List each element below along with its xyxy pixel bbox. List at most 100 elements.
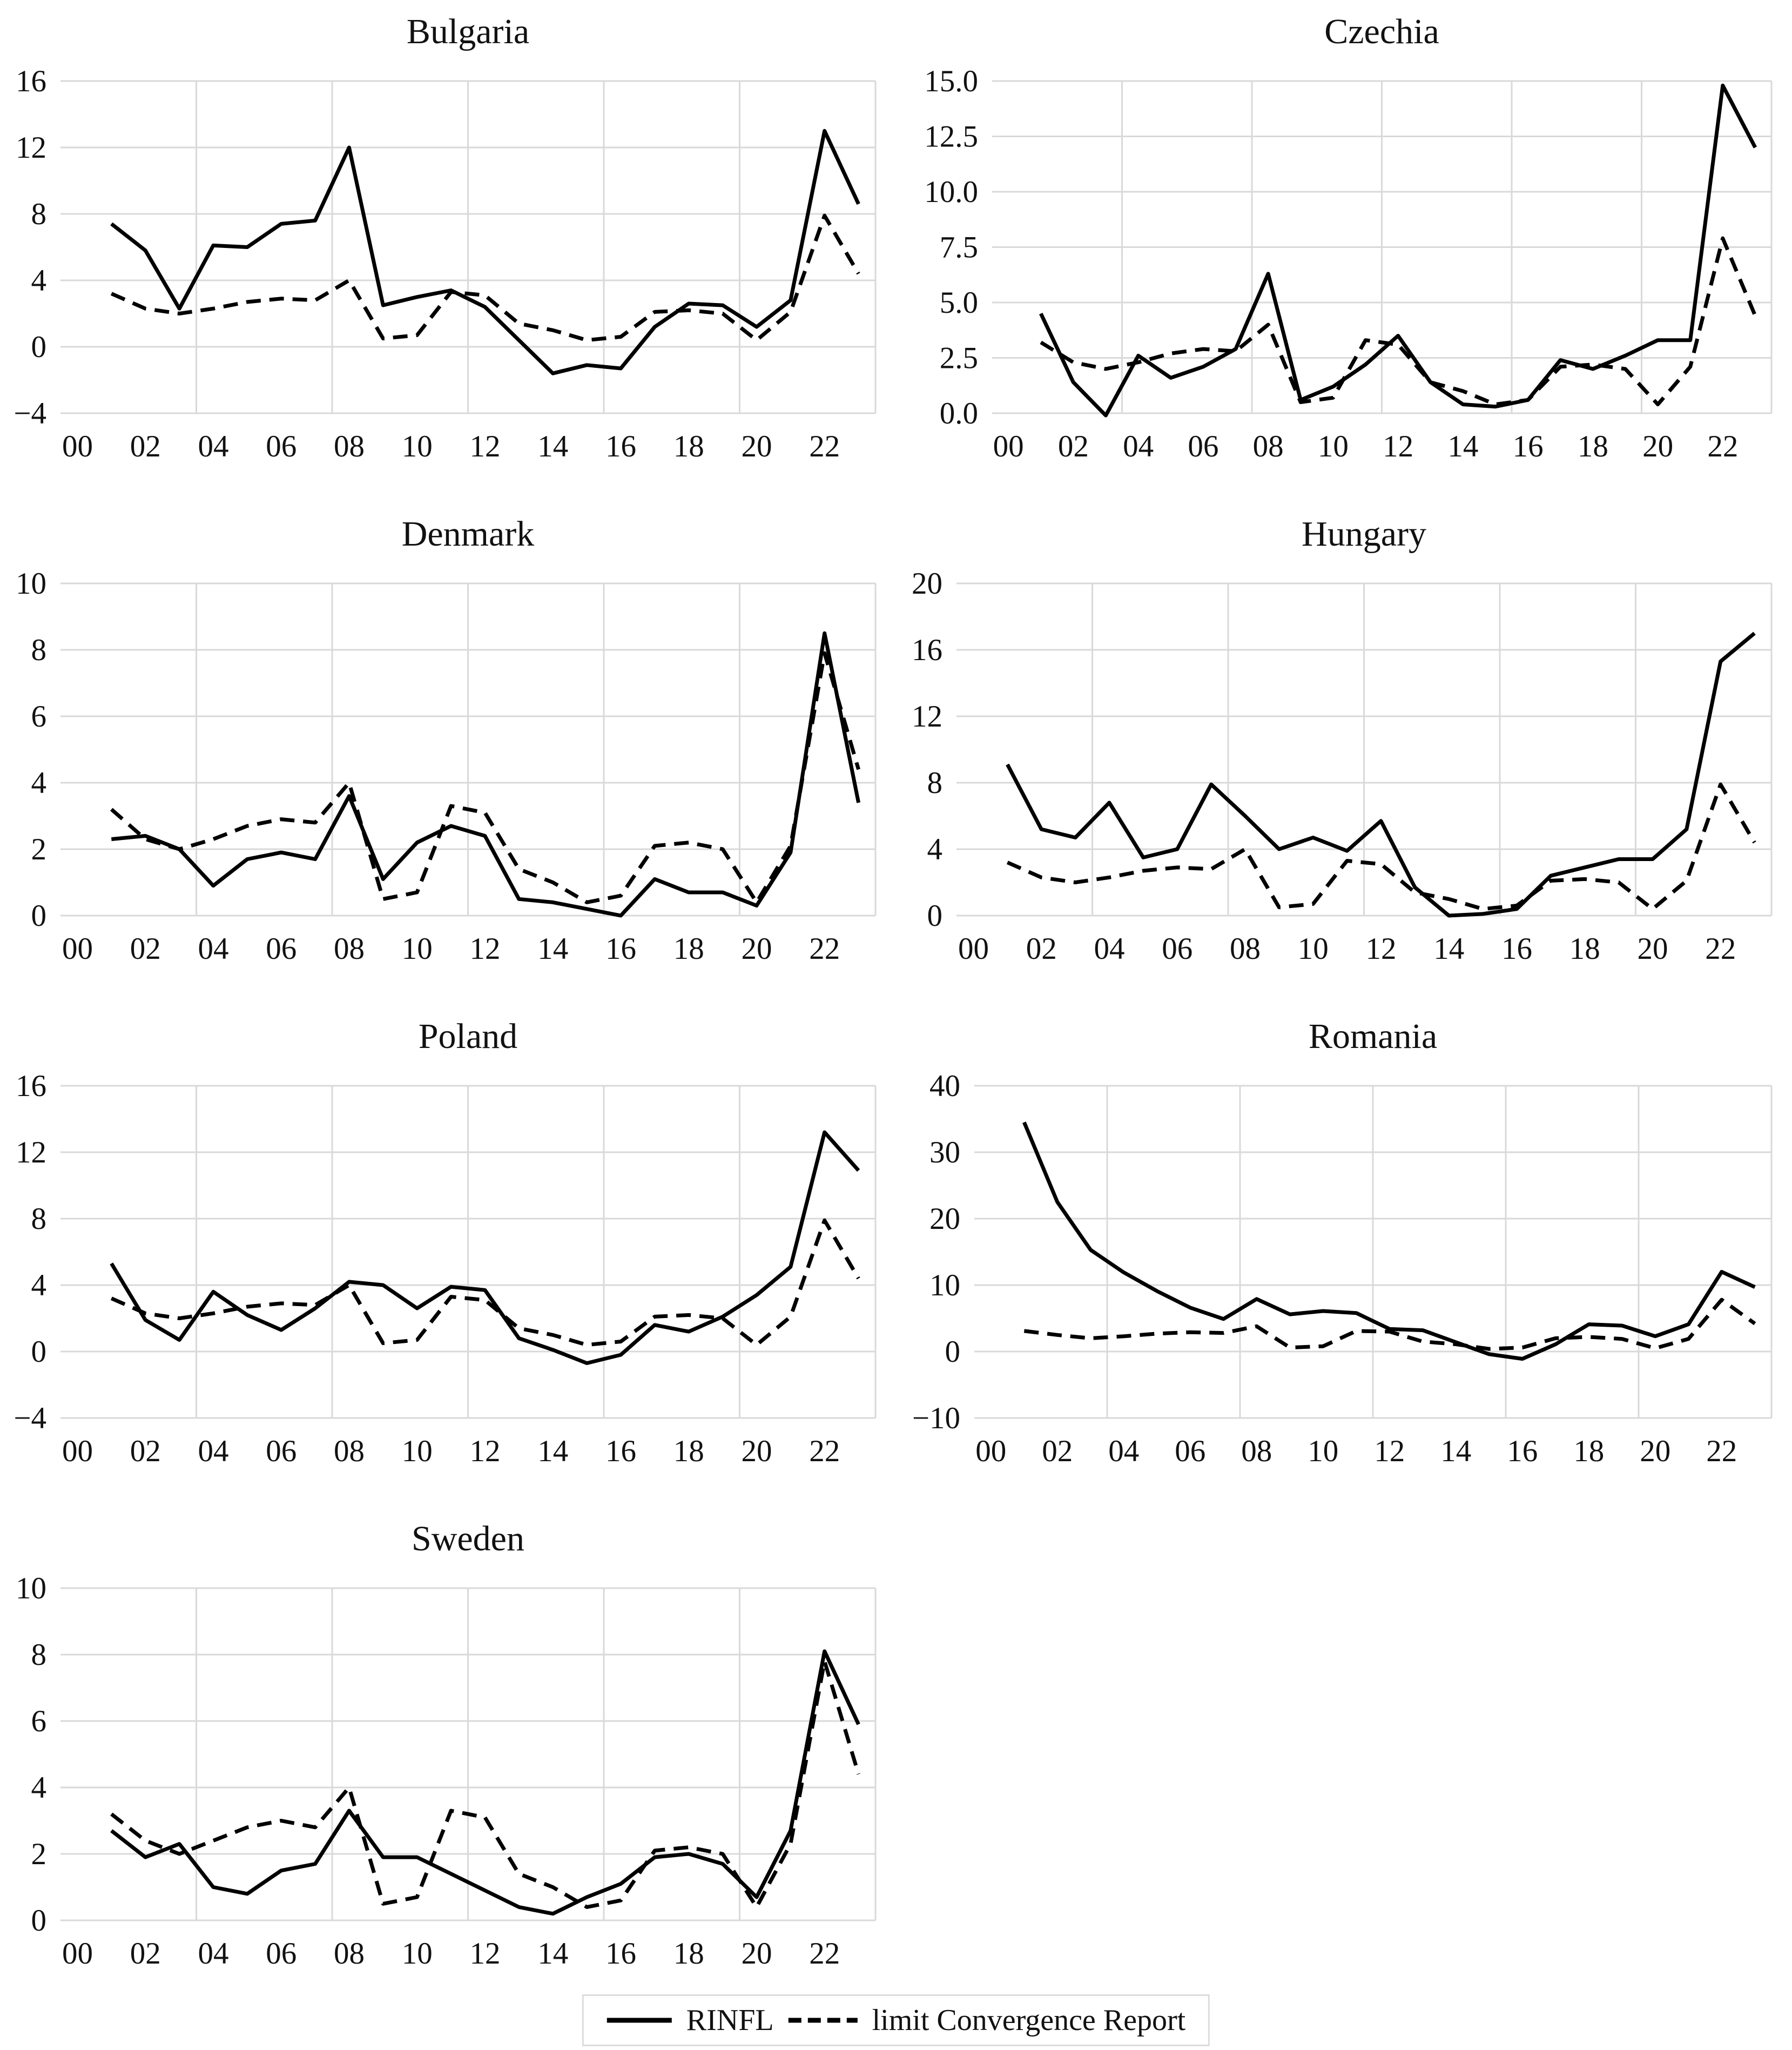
series-limit-convergence-report [1040, 236, 1757, 407]
y-tick-label: −4 [14, 1401, 46, 1435]
x-tick-label: 02 [130, 1937, 161, 1971]
x-tick-label: 22 [809, 1434, 840, 1468]
x-tick-label: 22 [809, 1937, 840, 1971]
chart-romania: −10 0 10 20 30 40 00 02 04 06 08 10 12 14 16 18 20 22 Roma… [896, 1005, 1792, 1507]
x-tick-label: 00 [975, 1434, 1006, 1468]
x-tick-label: 04 [198, 429, 228, 463]
x-tick-label: 22 [1705, 932, 1736, 966]
y-tick-label: 0 [945, 1335, 961, 1369]
x-tick-label: 14 [537, 1434, 568, 1468]
x-tick-label: 10 [1308, 1434, 1338, 1468]
y-tick-label: −4 [14, 396, 46, 431]
x-tick-label: 18 [673, 1434, 704, 1468]
x-tick-label: 00 [62, 1434, 93, 1468]
x-tick-label: 12 [1383, 429, 1413, 463]
x-tick-label: 12 [1365, 932, 1396, 966]
x-tick-label: 06 [266, 932, 297, 966]
x-tick-label: 02 [1042, 1434, 1073, 1468]
x-tick-label: 02 [1058, 429, 1089, 463]
x-tick-label: 02 [1026, 932, 1057, 966]
x-tick-label: 16 [1507, 1434, 1538, 1468]
series-rinfl [1039, 83, 1757, 418]
series-rinfl [111, 631, 861, 918]
x-tick-label: 18 [673, 932, 704, 966]
x-tick-label: 00 [62, 932, 93, 966]
x-tick-label: 10 [1318, 429, 1349, 463]
x-tick-label: 22 [1706, 1434, 1737, 1468]
x-tick-label: 22 [809, 932, 840, 966]
x-tick-label: 06 [266, 1937, 297, 1971]
y-tick-label: 40 [929, 1069, 960, 1103]
x-tick-label: 18 [1573, 1434, 1604, 1468]
chart-canvas-czechia: 0.0 2.5 5.0 7.5 10.0 12.5 15.0 00 02 04 06 08 10 12 14… [924, 12, 1773, 463]
y-tick-label: 0 [927, 899, 943, 933]
x-tick-label: 16 [1501, 932, 1532, 966]
x-tick-label: 12 [469, 1434, 500, 1468]
y-tick-label: 4 [31, 264, 47, 298]
y-tick-label: −10 [912, 1401, 960, 1435]
y-tick-label: 12.5 [924, 120, 978, 154]
legend-swatch-dashed-icon [788, 2018, 858, 2023]
y-tick-label: 8 [927, 766, 943, 800]
x-tick-label: 14 [537, 932, 568, 966]
x-tick-label: 08 [334, 429, 365, 463]
x-tick-label: 02 [130, 1434, 161, 1468]
legend-label-limit: limit Convergence Report [872, 2004, 1186, 2037]
y-tick-label: 6 [31, 700, 47, 734]
x-tick-label: 08 [1230, 932, 1261, 966]
series-rinfl [110, 1130, 860, 1365]
series-rinfl [110, 129, 860, 375]
y-tick-label: 8 [31, 633, 47, 667]
gridlines [992, 80, 1773, 414]
legend-swatch-solid-icon [607, 2018, 672, 2023]
y-tick-label: 10 [929, 1268, 960, 1302]
series-limit-convergence-report [110, 651, 860, 904]
series-limit-convergence-report [1006, 782, 1756, 911]
y-tick-label: 2 [31, 1837, 47, 1871]
y-tick-label: 8 [31, 1202, 47, 1236]
y-tick-label: 0 [31, 330, 47, 364]
x-tick-label: 00 [62, 429, 93, 463]
x-tick-label: 16 [605, 932, 636, 966]
gridlines [60, 582, 877, 917]
y-tick-label: 20 [929, 1202, 960, 1236]
y-tick-label: 8 [31, 1638, 47, 1672]
x-tick-label: 20 [1640, 1434, 1670, 1468]
gridlines [60, 1085, 877, 1419]
chart-hungary: 0 4 8 12 16 20 00 02 04 06 08 10 12 14 16 18 20 22 Hungary [896, 502, 1792, 1005]
y-tick-label: 8 [31, 197, 47, 231]
x-tick-label: 20 [1642, 429, 1673, 463]
x-tick-label: 20 [1637, 932, 1668, 966]
x-tick-label: 02 [130, 429, 161, 463]
y-tick-label: 12 [16, 131, 46, 165]
y-tick-label: 4 [31, 766, 47, 800]
x-tick-label: 06 [266, 429, 297, 463]
y-tick-label: 16 [912, 633, 942, 667]
x-tick-label: 00 [62, 1937, 93, 1971]
x-tick-label: 10 [402, 1937, 433, 1971]
chart-denmark: 0 2 4 6 8 10 00 02 04 06 08 10 12 14 16 18 20 22 Denmark [0, 502, 896, 1005]
x-tick-label: 14 [1433, 932, 1464, 966]
x-tick-label: 06 [1162, 932, 1193, 966]
x-tick-label: 10 [402, 932, 433, 966]
x-tick-label: 14 [1440, 1434, 1471, 1468]
y-tick-label: 4 [927, 832, 943, 866]
x-tick-label: 20 [741, 932, 772, 966]
y-tick-label: 10.0 [924, 175, 978, 209]
y-tick-label: 15.0 [924, 64, 978, 98]
x-tick-label: 20 [741, 1937, 772, 1971]
gridlines [956, 582, 1773, 917]
y-tick-label: 2.5 [940, 341, 978, 375]
x-tick-label: 14 [537, 1937, 568, 1971]
x-tick-label: 20 [741, 429, 772, 463]
legend-label-rinfl: RINFL [686, 2004, 774, 2037]
x-tick-label: 04 [198, 932, 228, 966]
x-tick-label: 14 [1447, 429, 1478, 463]
y-tick-label: 0 [31, 1904, 47, 1938]
chart-title-czechia: Czechia [1324, 12, 1439, 51]
chart-title-romania: Romania [1309, 1017, 1437, 1056]
x-tick-label: 04 [198, 1937, 228, 1971]
x-tick-label: 04 [1108, 1434, 1139, 1468]
x-tick-label: 02 [130, 932, 161, 966]
